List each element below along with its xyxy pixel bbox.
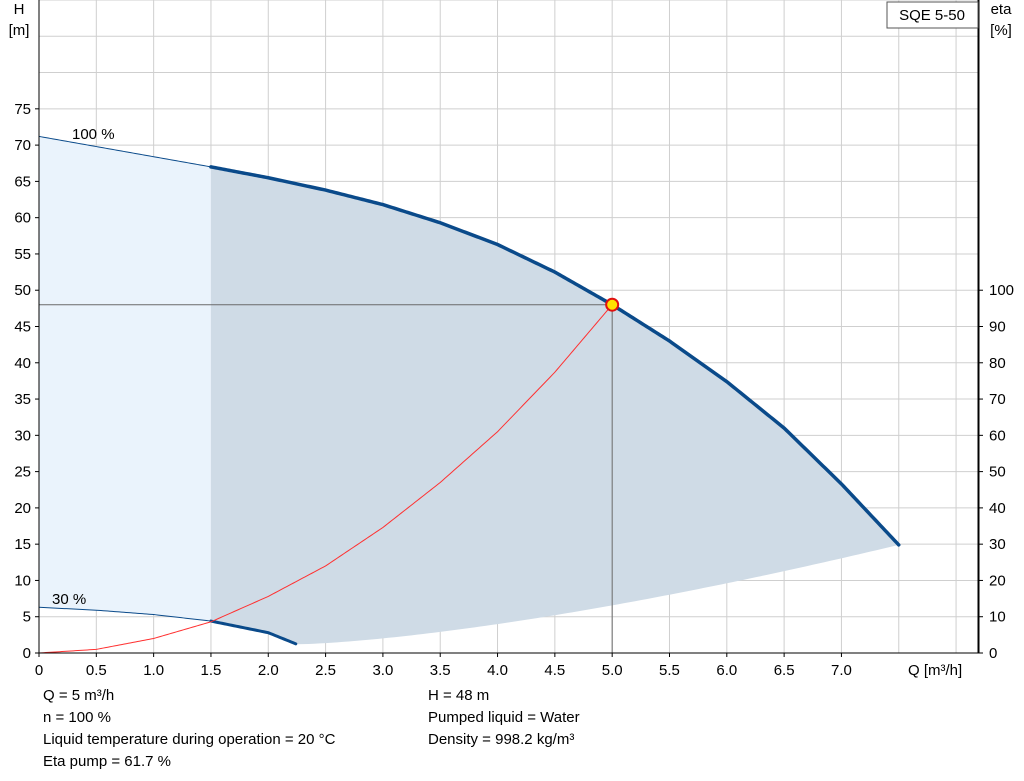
x-tick-label: 7.0 xyxy=(831,662,852,679)
x-tick-label: 6.5 xyxy=(774,662,795,679)
curve-100 xyxy=(209,165,901,547)
y-right-tick-label: 50 xyxy=(989,464,1006,481)
info-flow: Q = 5 m³/h xyxy=(43,687,115,704)
y-left-label-line2: [m] xyxy=(9,22,30,39)
y-left-tick-label: 75 xyxy=(14,101,31,118)
y-left-tick-label: 65 xyxy=(14,173,31,190)
chart-title: SQE 5-50 xyxy=(899,7,965,24)
y-left-tick-label: 30 xyxy=(14,427,31,444)
tick-labels: 0 0.5 1.0 1.5 2.0 2.5 3.0 3.5 4.0 4.5 5.0 5.5 6.0 6.5… xyxy=(14,101,1014,679)
chart-title-box: SQE 5-50 xyxy=(886,1,979,29)
y-right-tick-label: 80 xyxy=(989,355,1006,372)
y-right-tick-label: 0 xyxy=(989,645,997,662)
x-tick-label: 2.0 xyxy=(258,662,279,679)
curve-30-thin xyxy=(38,606,212,622)
y-right-tick-label: 30 xyxy=(989,536,1006,553)
y-left-tick-label: 45 xyxy=(14,319,31,336)
x-tick-label: 4.5 xyxy=(544,662,565,679)
x-tick-label: 3.5 xyxy=(430,662,451,679)
x-tick-label: 5.0 xyxy=(602,662,623,679)
x-tick-label: 3.0 xyxy=(372,662,393,679)
y-left-tick-label: 10 xyxy=(14,572,31,589)
operating-region xyxy=(210,166,899,645)
x-tick-label: 1.5 xyxy=(201,662,222,679)
y-left-tick-label: 5 xyxy=(23,609,31,626)
info-eta: Eta pump = 61.7 % xyxy=(43,753,171,770)
y-right-tick-label: 10 xyxy=(989,609,1006,626)
info-left-column: Q = 5 m³/h n = 100 % Liquid temperature … xyxy=(43,685,335,773)
curve-100-thin xyxy=(38,135,212,168)
y-left-tick-label: 70 xyxy=(14,137,31,154)
y-right-label-line2: [%] xyxy=(990,22,1012,39)
y-left-tick-label: 55 xyxy=(14,246,31,263)
y-right-label-line1: eta xyxy=(991,1,1013,18)
series-label-30: 30 % xyxy=(52,591,86,608)
y-right-tick-label: 90 xyxy=(989,319,1006,336)
curve-eta xyxy=(38,304,613,654)
y-left-tick-label: 20 xyxy=(14,500,31,517)
info-liquid: Pumped liquid = Water xyxy=(428,709,580,726)
info-temperature: Liquid temperature during operation = 20… xyxy=(43,731,336,748)
y-right-tick-label: 60 xyxy=(989,427,1006,444)
y-left-tick-label: 40 xyxy=(14,355,31,372)
x-tick-label: 6.0 xyxy=(716,662,737,679)
x-tick-label: 5.5 xyxy=(659,662,680,679)
x-tick-label: 4.0 xyxy=(487,662,508,679)
info-right-column: H = 48 m Pumped liquid = Water Density =… xyxy=(428,685,580,751)
y-left-tick-label: 35 xyxy=(14,391,31,408)
low-flow-region xyxy=(39,136,211,622)
axis-and-series-labels: H [m] eta [%] Q [m³/h] 100 % 30 % xyxy=(9,1,1013,679)
y-left-tick-label: 15 xyxy=(14,536,31,553)
series-label-100: 100 % xyxy=(72,126,115,143)
y-right-tick-label: 40 xyxy=(989,500,1006,517)
y-left-tick-label: 60 xyxy=(14,210,31,227)
info-speed: n = 100 % xyxy=(43,709,111,726)
y-right-tick-label: 70 xyxy=(989,391,1006,408)
x-tick-label: 2.5 xyxy=(315,662,336,679)
y-left-tick-label: 25 xyxy=(14,464,31,481)
x-tick-label: 0.5 xyxy=(86,662,107,679)
y-left-label-line1: H xyxy=(14,1,25,18)
operating-areas xyxy=(39,136,899,645)
info-head: H = 48 m xyxy=(428,687,490,704)
y-left-tick-label: 0 xyxy=(23,645,31,662)
x-axis-label: Q [m³/h] xyxy=(908,662,962,679)
y-right-tick-label: 100 xyxy=(989,282,1014,299)
curves xyxy=(38,135,901,654)
duty-point-marker xyxy=(605,297,620,312)
curve-30 xyxy=(209,619,298,646)
info-density: Density = 998.2 kg/m³ xyxy=(428,731,575,748)
x-tick-label: 0 xyxy=(35,662,43,679)
x-tick-label: 1.0 xyxy=(143,662,164,679)
duty-point-guides xyxy=(39,304,613,653)
y-right-tick-label: 20 xyxy=(989,572,1006,589)
y-left-tick-label: 50 xyxy=(14,282,31,299)
